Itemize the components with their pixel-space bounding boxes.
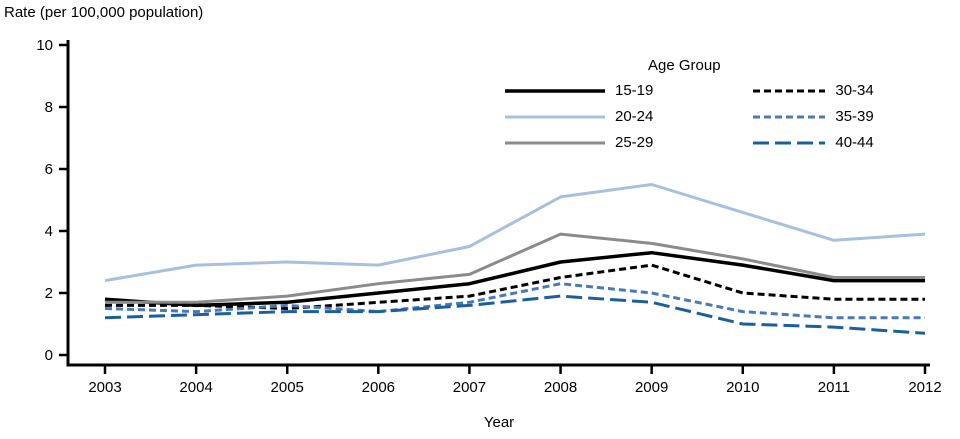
x-axis-tick-label: 2005 [271, 379, 304, 396]
legend-line-swatch-25-29 [505, 141, 605, 144]
x-axis-tick-label: 2006 [362, 379, 395, 396]
x-axis-tick-label: 2008 [544, 379, 577, 396]
x-axis-tick-label: 2003 [88, 379, 121, 396]
legend: Age Group 15-19 20-24 25-29 30-34 35-39 40-4… [505, 57, 874, 151]
legend-item-25-29: 25-29 [505, 134, 653, 151]
x-axis-tick-label: 2011 [818, 379, 850, 396]
y-axis-tick-label: 10 [36, 37, 53, 54]
x-axis-tick-label: 2009 [635, 379, 668, 396]
legend-label-25-29: 25-29 [615, 134, 654, 151]
x-axis-tick-label: 2004 [179, 379, 212, 396]
legend-line-swatch-30-34 [753, 89, 826, 92]
legend-item-15-19: 15-19 [505, 82, 653, 99]
legend-label-40-44: 40-44 [835, 134, 874, 151]
legend-item-20-24: 20-24 [505, 108, 653, 125]
series-line-30-34 [105, 263, 925, 310]
legend-line-swatch-35-39 [753, 115, 826, 118]
legend-column-2: 30-34 35-39 40-44 [753, 82, 874, 151]
y-axis-tick-label: 6 [45, 161, 53, 178]
legend-label-20-24: 20-24 [615, 108, 654, 125]
legend-label-35-39: 35-39 [835, 108, 874, 125]
legend-columns: 15-19 20-24 25-29 30-34 35-39 40-44 [505, 82, 874, 151]
series-line-20-24 [104, 183, 926, 283]
series-line-25-29 [105, 232, 925, 304]
x-axis-tick-label: 2010 [726, 379, 759, 396]
legend-label-30-34: 30-34 [835, 82, 874, 99]
legend-item-35-39: 35-39 [753, 108, 874, 125]
series-line-40-44 [104, 294, 926, 335]
legend-line-swatch-20-24 [505, 115, 605, 118]
legend-line-swatch-40-44 [753, 141, 826, 144]
y-axis-tick-label: 0 [45, 347, 53, 364]
legend-title: Age Group [648, 57, 721, 74]
y-axis-title: Rate (per 100,000 population) [4, 4, 204, 21]
y-axis-tick-label: 4 [45, 223, 53, 240]
legend-item-40-44: 40-44 [753, 134, 874, 151]
x-axis-tick-label: 2012 [908, 379, 941, 396]
series-line-35-39 [104, 282, 925, 320]
y-axis-tick-label: 2 [45, 285, 53, 302]
y-axis-tick-label: 8 [45, 99, 53, 116]
legend-item-30-34: 30-34 [753, 82, 874, 99]
series-line-15-19 [104, 250, 925, 308]
x-axis-title: Year [483, 414, 515, 431]
legend-column-1: 15-19 20-24 25-29 [505, 82, 653, 151]
x-axis-tick-label: 2007 [453, 379, 486, 396]
legend-line-swatch-15-19 [505, 88, 605, 93]
legend-label-15-19: 15-19 [615, 82, 654, 99]
axes [66, 40, 930, 367]
